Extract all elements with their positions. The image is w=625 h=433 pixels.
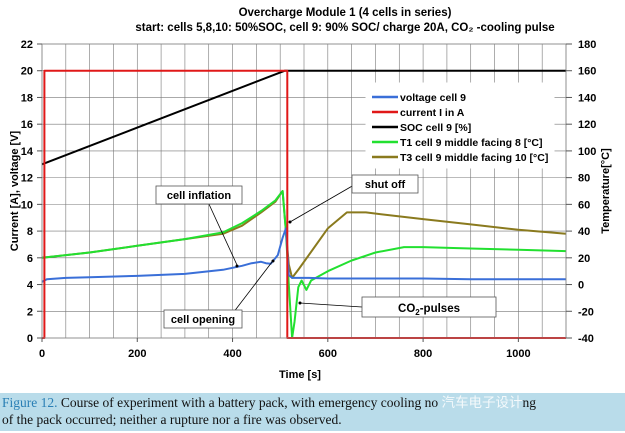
plot-frame: [41, 43, 567, 339]
y-right-tick-label: 40: [578, 226, 590, 238]
arrow-head-shut-off: [288, 220, 292, 224]
annotation-shut-off: shut off: [365, 179, 406, 191]
co2-tail: -pulses: [420, 303, 460, 315]
y-left-tick-label: 22: [21, 39, 33, 51]
annotation-cell-inflation: cell inflation: [167, 190, 231, 202]
y-right-tick-label: 140: [578, 92, 596, 104]
arrow-cell-opening: [232, 261, 273, 314]
y-right-tick-label: 20: [578, 253, 590, 265]
annotation-box-shut-off: [351, 174, 419, 194]
y-left-tick-label: 18: [21, 92, 33, 104]
arrow-head-cell-opening: [271, 259, 275, 263]
y-left-tick-label: 10: [21, 199, 33, 211]
legend: voltage cell 9 current I in A SOC cell 9 […: [365, 82, 555, 169]
legend-label-4: T3 cell 9 middle facing 10 [°C]: [400, 152, 548, 164]
y-right-tick-label: 80: [578, 173, 590, 185]
caption-text-end: ng: [522, 395, 537, 410]
arrow-co2-pulses: [299, 302, 363, 308]
caption-line-1: Figure 12. Course of experiment with a b…: [2, 394, 623, 411]
y-right-tick-label: 120: [578, 119, 596, 131]
y-left-tick-label: 2: [27, 306, 33, 318]
y-left-tick-label: 4: [27, 280, 34, 292]
legend-label-1: current I in A: [400, 107, 465, 119]
axes: 0 200 400 600 800 10000246810121416182022-40-…: [21, 39, 597, 360]
x-tick-label: 400: [223, 348, 241, 360]
chart-subtitle: start: cells 5,8,10: 50%SOC, cell 9: 90%…: [135, 22, 554, 34]
y-right-tick-label: 180: [578, 39, 596, 51]
y-left-tick-label: 0: [27, 333, 33, 345]
x-tick-label: 0: [39, 348, 45, 360]
x-tick-label: 1000: [506, 348, 530, 360]
series-line-3: [41, 190, 567, 339]
arrow-head-co2-pulses: [298, 301, 302, 305]
y-axis-right-label: Temperature[°C]: [600, 148, 612, 234]
caption-line-2: of the pack occurred; neither a rupture …: [2, 412, 342, 427]
y-left-tick-label: 20: [21, 66, 33, 78]
legend-label-0: voltage cell 9: [400, 92, 466, 104]
arrow-shut-off: [289, 184, 355, 223]
caption-label: Figure 12.: [2, 395, 58, 410]
y-right-tick-label: 160: [578, 66, 596, 78]
y-left-tick-label: 14: [21, 146, 34, 158]
y-right-tick-label: 100: [578, 146, 596, 158]
annotations: cell inflation cell opening shut off CO2…: [155, 174, 497, 329]
y-left-tick-label: 6: [27, 253, 33, 265]
y-left-tick-label: 8: [27, 226, 33, 238]
legend-label-3: T1 cell 9 middle facing 8 [°C]: [400, 137, 542, 149]
co2-main: CO: [398, 303, 415, 315]
annotation-co2-pulses: CO2-pulses: [398, 303, 460, 317]
arrow-head-cell-inflation: [235, 264, 239, 268]
series-line-0: [41, 227, 566, 283]
caption-watermark: 汽车电子设计: [441, 395, 523, 410]
chart-title: Overcharge Module 1 (4 cells in series): [239, 7, 452, 19]
y-right-tick-label: 0: [578, 280, 584, 292]
chart: Overcharge Module 1 (4 cells in series) …: [9, 7, 612, 381]
co2-sub: 2: [415, 308, 420, 317]
y-left-tick-label: 16: [21, 119, 33, 131]
y-left-tick-label: 12: [21, 173, 33, 185]
y-right-tick-label: -20: [578, 306, 594, 318]
x-tick-label: 600: [319, 348, 337, 360]
arrow-cell-inflation: [207, 201, 238, 266]
y-axis-left-label: Current [A], voltage [V]: [9, 130, 21, 251]
x-tick-label: 200: [128, 348, 146, 360]
y-right-tick-label: 60: [578, 199, 590, 211]
caption-text: Course of experiment with a battery pack…: [57, 395, 442, 410]
legend-label-2: SOC cell 9 [%]: [400, 122, 471, 134]
x-axis-label: Time [s]: [279, 369, 321, 381]
annotation-box-cell-inflation: [155, 185, 243, 205]
annotation-box-co2-pulses: [361, 296, 497, 318]
y-right-tick-label: -40: [578, 333, 594, 345]
annotation-box-cell-opening: [163, 309, 243, 329]
x-tick-label: 800: [414, 348, 432, 360]
annotation-cell-opening: cell opening: [171, 314, 235, 326]
figure-caption: Figure 12. Course of experiment with a b…: [0, 393, 625, 431]
